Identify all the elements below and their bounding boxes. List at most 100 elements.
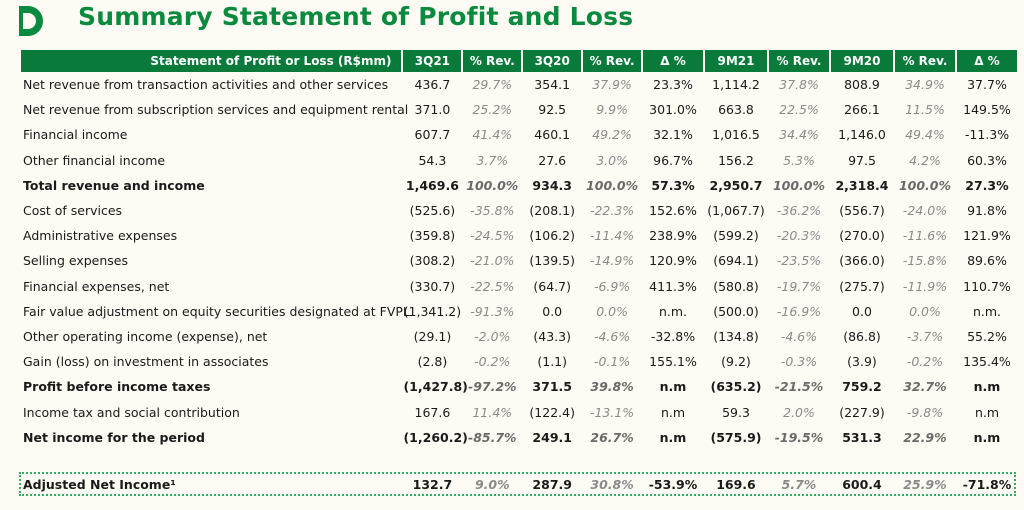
table-cell: (106.2) bbox=[529, 228, 575, 244]
table-cell: (1,427.8) bbox=[403, 379, 468, 395]
table-cell: -35.8% bbox=[470, 203, 515, 219]
table-cell: 59.3 bbox=[722, 404, 750, 420]
table-cell: (1,260.2) bbox=[403, 429, 468, 445]
table-cell: (275.7) bbox=[839, 278, 885, 294]
table-cell: 1,146.0 bbox=[838, 127, 886, 143]
column-header: Δ % bbox=[956, 50, 1017, 72]
table-cell: (134.8) bbox=[713, 328, 759, 344]
table-cell: 41.4% bbox=[472, 127, 513, 143]
table-cell: 100.0% bbox=[466, 177, 519, 193]
table-cell: 11.5% bbox=[905, 102, 945, 118]
table-cell: n.m. bbox=[658, 303, 688, 319]
table-cell: (599.2) bbox=[713, 228, 759, 244]
table-cell: 57.3% bbox=[651, 177, 695, 193]
table-cell: 49.4% bbox=[905, 127, 945, 143]
table-cell: 9.9% bbox=[596, 102, 628, 118]
table-cell: (366.0) bbox=[839, 253, 885, 269]
table-cell: 4.2% bbox=[909, 152, 941, 168]
table-cell: -6.9% bbox=[593, 278, 631, 294]
table-row: Net revenue from subscription services a… bbox=[21, 97, 1017, 122]
table-cell: 37.8% bbox=[779, 77, 819, 93]
table-cell: n.m. bbox=[972, 303, 1001, 319]
table-cell: -24.0% bbox=[902, 203, 948, 219]
table-cell: 607.7 bbox=[414, 127, 451, 143]
table-cell: 92.5 bbox=[538, 102, 567, 118]
table-cell: 301.0% bbox=[649, 102, 697, 118]
table-cell: -0.3% bbox=[780, 354, 818, 370]
table-row: Fair value adjustment on equity securiti… bbox=[21, 299, 1017, 324]
table-row: Gain (loss) on investment in associates (… bbox=[21, 349, 1017, 374]
table-cell: 49.2% bbox=[592, 127, 632, 143]
table-cell: (308.2) bbox=[409, 253, 456, 269]
table-cell: 54.3 bbox=[418, 152, 447, 168]
table-cell: 27.3% bbox=[965, 177, 1009, 193]
table-cell: n.m bbox=[973, 429, 1001, 445]
table-cell: (694.1) bbox=[713, 253, 759, 269]
table-cell: 152.6% bbox=[649, 203, 697, 219]
table-cell: 371.5 bbox=[532, 379, 572, 395]
table-cell: 663.8 bbox=[718, 102, 754, 118]
table-cell: 9.0% bbox=[474, 476, 510, 492]
table-cell: 29.7% bbox=[472, 77, 513, 93]
table-cell: 371.0 bbox=[414, 102, 451, 118]
table-cell: 1,016.5 bbox=[712, 127, 760, 143]
table-cell: -24.5% bbox=[470, 228, 515, 244]
row-label: Fair value adjustment on equity securiti… bbox=[23, 303, 410, 319]
table-cell: 0.0% bbox=[909, 303, 941, 319]
table-cell: 55.2% bbox=[967, 328, 1007, 344]
column-header: % Rev. bbox=[769, 50, 829, 72]
table-cell: 32.1% bbox=[653, 127, 693, 143]
table-header-row: Statement of Profit or Loss (R$mm) 3Q21% … bbox=[21, 50, 1017, 72]
table-cell: (270.0) bbox=[839, 228, 885, 244]
column-header-label: Statement of Profit or Loss (R$mm) bbox=[21, 50, 402, 72]
table-cell: 759.2 bbox=[842, 379, 882, 395]
column-header: % Rev. bbox=[583, 50, 642, 72]
table-cell: (330.7) bbox=[409, 278, 456, 294]
table-cell: 26.7% bbox=[590, 429, 634, 445]
table-cell: (29.1) bbox=[413, 328, 452, 344]
table-cell: 23.3% bbox=[653, 77, 693, 93]
table-cell: 120.9% bbox=[649, 253, 697, 269]
table-cell: 0.0 bbox=[542, 303, 563, 319]
table-cell: n.m bbox=[659, 429, 687, 445]
table-cell: (227.9) bbox=[839, 404, 885, 420]
table-cell: (525.6) bbox=[409, 203, 456, 219]
table-cell: -15.8% bbox=[902, 253, 948, 269]
table-cell: 411.3% bbox=[649, 278, 697, 294]
table-cell: -53.9% bbox=[648, 476, 698, 492]
table-cell: -9.8% bbox=[906, 404, 944, 420]
table-cell: (3.9) bbox=[847, 354, 877, 370]
table-cell: 110.7% bbox=[963, 278, 1011, 294]
table-cell: -23.5% bbox=[776, 253, 822, 269]
table-cell: 1,114.2 bbox=[712, 77, 760, 93]
table-cell: 1,469.6 bbox=[405, 177, 459, 193]
profit-loss-table: Statement of Profit or Loss (R$mm) 3Q21% … bbox=[19, 50, 1019, 450]
table-cell: 135.4% bbox=[963, 354, 1011, 370]
table-cell: 3.7% bbox=[476, 152, 509, 168]
table-cell: -36.2% bbox=[776, 203, 822, 219]
row-label: Total revenue and income bbox=[23, 177, 205, 193]
table-cell: (2.8) bbox=[417, 354, 448, 370]
table-cell: 25.2% bbox=[472, 102, 513, 118]
table-cell: (122.4) bbox=[529, 404, 575, 420]
table-cell: (580.8) bbox=[713, 278, 759, 294]
table-cell: -4.6% bbox=[593, 328, 631, 344]
table-cell: -3.7% bbox=[906, 328, 944, 344]
table-row: Administrative expenses (359.8) -24.5% (106… bbox=[21, 223, 1017, 248]
column-header: Δ % bbox=[643, 50, 703, 72]
table-row: Financial expenses, net (330.7) -22.5% (64.… bbox=[21, 274, 1017, 299]
table-cell: 11.4% bbox=[472, 404, 513, 420]
table-cell: (86.8) bbox=[843, 328, 881, 344]
table-cell: -97.2% bbox=[468, 379, 517, 395]
table-cell: 3.0% bbox=[596, 152, 628, 168]
table-cell: -22.3% bbox=[589, 203, 635, 219]
table-cell: 460.1 bbox=[534, 127, 571, 143]
table-cell: (1.1) bbox=[537, 354, 568, 370]
table-cell: -4.6% bbox=[780, 328, 818, 344]
row-label: Financial income bbox=[23, 127, 128, 143]
table-cell: (9.2) bbox=[721, 354, 751, 370]
page-header: Summary Statement of Profit and Loss bbox=[0, 0, 1024, 44]
adjusted-net-income-table: Adjusted Net Income¹ 132.7 9.0% 287.9 30.8% -… bbox=[19, 473, 1019, 495]
table-cell: 5.3% bbox=[783, 152, 815, 168]
column-header: % Rev. bbox=[895, 50, 955, 72]
